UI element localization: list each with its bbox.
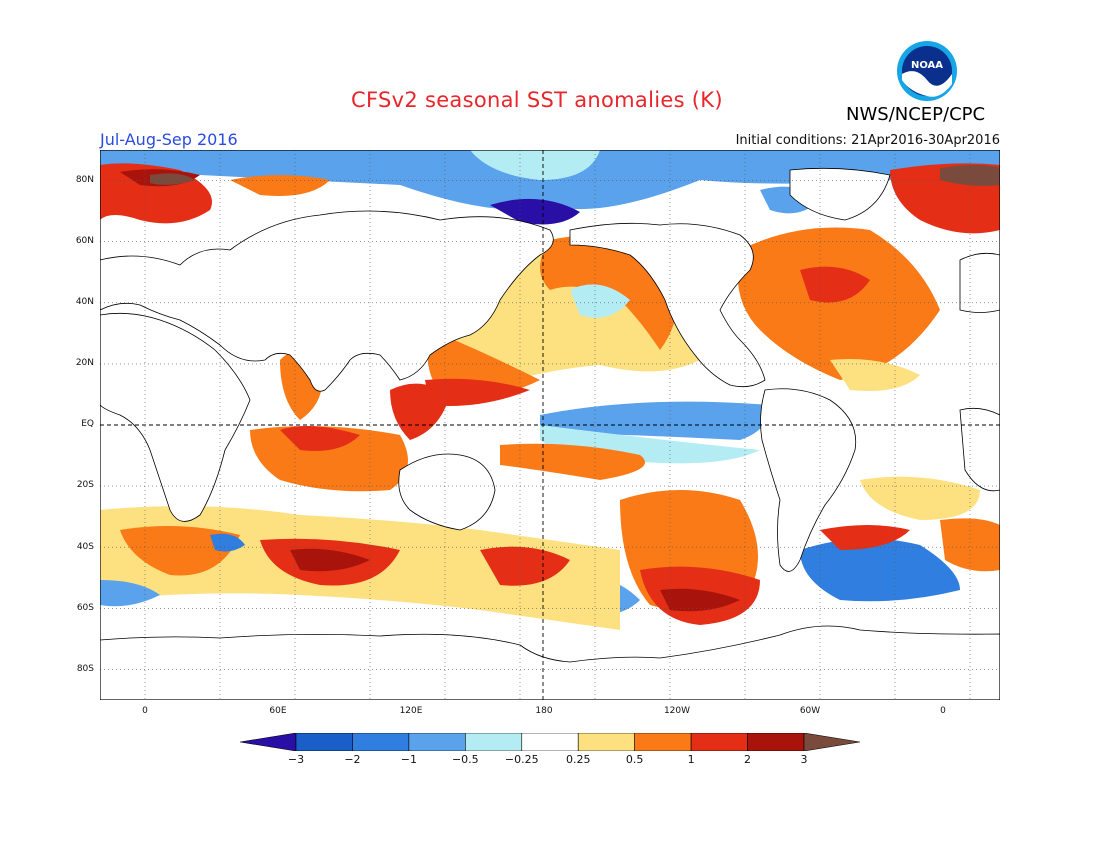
lat-label: 40S — [76, 542, 94, 552]
lat-label: 60S — [76, 603, 94, 613]
land-south-america — [760, 388, 857, 572]
anomaly-region — [500, 443, 645, 480]
land-europe-east — [959, 252, 1000, 313]
colorbar-tick-label: −2 — [344, 753, 361, 766]
anomaly-region — [800, 538, 960, 602]
season-label: Jul-Aug-Sep 2016 — [100, 130, 238, 149]
colorbar-tick-label: −0.25 — [504, 753, 539, 766]
equator-dateline — [100, 150, 1000, 700]
anomaly-region — [800, 266, 870, 303]
lon-label: 60E — [269, 706, 287, 716]
lat-label: 20S — [76, 480, 94, 490]
colorbar-tick-label: −0.5 — [451, 753, 479, 766]
anomaly-region — [280, 426, 360, 451]
land-north-america — [569, 222, 766, 388]
anomaly-region — [570, 284, 630, 318]
org-label: NWS/NCEP/CPC — [846, 104, 986, 125]
colorbar-swatch — [634, 733, 692, 751]
land-australia — [398, 453, 496, 531]
initial-conditions-label: Initial conditions: 21Apr2016-30Apr2016 — [735, 133, 1000, 148]
lat-label: 20N — [75, 358, 94, 368]
anomaly-region — [830, 359, 920, 391]
lon-label: 0 — [142, 706, 148, 716]
anomaly-region — [940, 518, 1000, 572]
anomaly-region — [540, 401, 770, 440]
sst-anomaly-map — [100, 150, 1000, 700]
anomaly-region — [100, 150, 1000, 210]
colorbar-swatch — [577, 733, 635, 751]
anomaly-region — [250, 426, 408, 492]
anomaly-region — [425, 378, 530, 406]
anomaly-region — [150, 173, 195, 185]
colorbar-swatch — [747, 733, 805, 751]
anomaly-region — [470, 150, 600, 180]
lat-label: 40N — [75, 297, 94, 307]
anomaly-region — [290, 548, 370, 572]
lat-label: 80S — [76, 664, 94, 674]
colorbar-max-triangle — [803, 733, 860, 751]
anomaly-region — [390, 383, 450, 440]
lat-label: EQ — [81, 419, 94, 429]
lon-label: 0 — [940, 706, 946, 716]
anomaly-region — [820, 525, 910, 550]
colorbar-swatch — [690, 733, 748, 751]
anomaly-region — [660, 588, 740, 612]
land-greenland — [789, 167, 891, 221]
lon-label: 60W — [799, 706, 821, 716]
anomaly-region — [860, 476, 980, 520]
colorbar-tick-label: 0.25 — [565, 753, 591, 766]
lat-label: 80N — [75, 175, 94, 185]
colorbar-swatch — [521, 733, 579, 751]
anomaly-region — [737, 227, 940, 380]
colorbar-tick-label: −3 — [287, 753, 305, 766]
colorbar-swatch — [352, 733, 410, 751]
lon-label: 120E — [399, 706, 423, 716]
lat-label: 60N — [75, 236, 94, 246]
colorbar-swatch — [295, 733, 353, 751]
land-masses — [100, 167, 1000, 700]
anomaly-region — [100, 580, 160, 607]
lon-label: 120W — [663, 706, 691, 716]
map-title: CFSv2 seasonal SST anomalies (K) — [351, 88, 723, 112]
logo-text: NOAA — [911, 60, 943, 71]
anomaly-region — [480, 546, 570, 586]
colorbar-tick-label: 0.5 — [625, 753, 644, 766]
colorbar-tick-label: 1 — [687, 753, 695, 766]
land-antarctica — [100, 625, 1000, 700]
colorbar-swatch — [465, 733, 523, 751]
colorbar-tick-label: 3 — [800, 753, 808, 766]
land-africa — [100, 312, 251, 522]
colorbar-tick-label: 2 — [744, 753, 752, 766]
land-eurasia — [100, 210, 554, 392]
noaa-logo-icon: NOAA — [897, 41, 957, 101]
colorbar-swatch — [408, 733, 466, 751]
anomaly-region — [120, 526, 240, 576]
colorbar-tick-label: −1 — [400, 753, 417, 766]
anomaly-region — [230, 175, 330, 196]
colorbar — [240, 733, 860, 751]
lon-label: 180 — [535, 706, 553, 716]
colorbar-min-triangle — [240, 733, 297, 751]
anomaly-region — [490, 198, 580, 225]
